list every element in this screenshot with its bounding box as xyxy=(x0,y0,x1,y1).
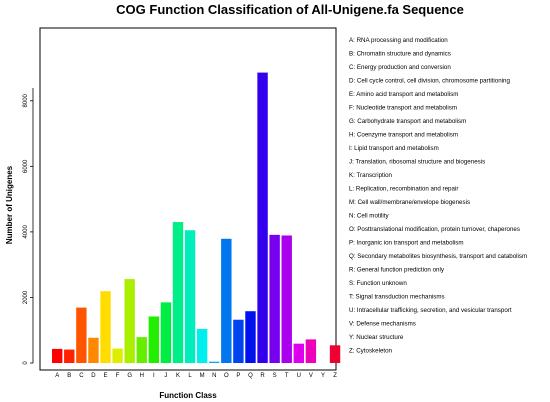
x-tick-label-Z: Z xyxy=(333,373,337,379)
x-tick-label-E: E xyxy=(104,373,108,379)
x-tick-label-N: N xyxy=(212,373,216,379)
bar-M xyxy=(196,328,208,363)
legend-item: Q: Secondary metabolites biosynthesis, t… xyxy=(349,253,527,260)
x-tick-label-I: I xyxy=(153,373,155,379)
legend-item: O: Posttranslational modification, prote… xyxy=(349,226,520,233)
bar-S xyxy=(269,234,280,363)
legend-item: M: Cell wall/membrane/envelope biogenesi… xyxy=(349,199,470,206)
x-axis-title: Function Class xyxy=(159,391,217,400)
bar-A xyxy=(52,348,63,363)
x-tick-label-C: C xyxy=(79,373,84,379)
y-axis-title: Number of Unigenes xyxy=(5,165,14,244)
x-tick-label-M: M xyxy=(200,373,205,379)
bar-N xyxy=(209,361,220,363)
bar-I xyxy=(148,316,160,363)
bar-R xyxy=(257,72,268,363)
x-tick-label-S: S xyxy=(273,373,277,379)
bar-C xyxy=(76,307,87,363)
legend-item: U: Intracellular trafficking, secretion,… xyxy=(349,307,512,314)
bar-F xyxy=(112,348,123,363)
bar-Q xyxy=(245,311,256,363)
x-tick-label-G: G xyxy=(127,373,132,379)
bar-B xyxy=(64,349,75,363)
bar-H xyxy=(136,337,147,363)
bar-D xyxy=(88,337,99,363)
bar-V xyxy=(305,339,317,363)
bar-L xyxy=(184,230,196,363)
y-tick-label: 2000 xyxy=(23,290,29,304)
legend-item: F: Nucleotide transport and metabolism xyxy=(349,105,457,112)
legend-item: P: Inorganic ion transport and metabolis… xyxy=(349,240,464,247)
x-tick-label-T: T xyxy=(285,373,289,379)
y-tick-label: 6000 xyxy=(23,159,29,173)
x-tick-label-H: H xyxy=(140,373,144,379)
y-axis-ticks: 0 2000 4000 6000 8000 xyxy=(23,93,33,365)
bar-series xyxy=(52,72,341,363)
legend-item: Z: Cytoskeleton xyxy=(349,348,393,355)
bar-O xyxy=(221,238,232,363)
legend-item: C: Energy production and conversion xyxy=(349,64,451,71)
x-tick-label-Y: Y xyxy=(321,373,325,379)
plot-frame xyxy=(39,27,337,371)
x-tick-label-Q: Q xyxy=(248,373,253,379)
legend-item: J: Translation, ribosomal structure and … xyxy=(349,159,485,166)
bar-Z xyxy=(329,345,341,363)
bar-P xyxy=(233,319,244,363)
x-tick-label-P: P xyxy=(236,373,240,379)
bar-J xyxy=(160,302,172,363)
bar-T xyxy=(281,235,292,363)
x-tick-label-D: D xyxy=(91,373,96,379)
x-tick-label-O: O xyxy=(224,373,229,379)
legend-item: L: Replication, recombination and repair xyxy=(349,186,458,193)
legend-item: N: Cell motility xyxy=(349,213,389,220)
x-tick-label-B: B xyxy=(67,373,71,379)
x-tick-label-R: R xyxy=(260,373,265,379)
x-tick-label-U: U xyxy=(297,373,301,379)
x-tick-label-A: A xyxy=(55,373,59,379)
y-tick-label: 4000 xyxy=(23,225,29,239)
x-tick-label-J: J xyxy=(164,373,167,379)
legend-item: T: Signal transduction mechanisms xyxy=(349,294,445,301)
bar-K xyxy=(172,222,184,363)
legend-item: D: Cell cycle control, cell division, ch… xyxy=(349,78,510,85)
chart-title: COG Function Classification of All-Unige… xyxy=(116,2,464,17)
legend-item: A: RNA processing and modification xyxy=(349,37,448,44)
legend-item: S: Function unknown xyxy=(349,280,407,287)
x-tick-label-K: K xyxy=(176,373,180,379)
legend-item: Y: Nuclear structure xyxy=(349,334,404,341)
y-tick-label: 0 xyxy=(23,361,29,365)
legend-item: R: General function prediction only xyxy=(349,267,445,274)
legend-item: B: Chromatin structure and dynamics xyxy=(349,51,451,58)
legend: A: RNA processing and modification B: Chr… xyxy=(349,37,527,355)
bar-U xyxy=(293,343,304,363)
x-tick-label-V: V xyxy=(309,373,313,379)
legend-item: G: Carbohydrate transport and metabolism xyxy=(349,118,466,125)
x-tick-label-F: F xyxy=(116,373,120,379)
y-tick-label: 8000 xyxy=(23,93,29,107)
legend-item: E: Amino acid transport and metabolism xyxy=(349,91,458,98)
legend-item: K: Transcription xyxy=(349,172,393,179)
legend-item: I: Lipid transport and metabolism xyxy=(349,145,439,152)
x-tick-label-L: L xyxy=(188,373,192,379)
bar-E xyxy=(100,291,111,363)
legend-item: V: Defense mechanisms xyxy=(349,321,416,328)
legend-item: H: Coenzyme transport and metabolism xyxy=(349,132,458,139)
bar-G xyxy=(124,279,135,363)
